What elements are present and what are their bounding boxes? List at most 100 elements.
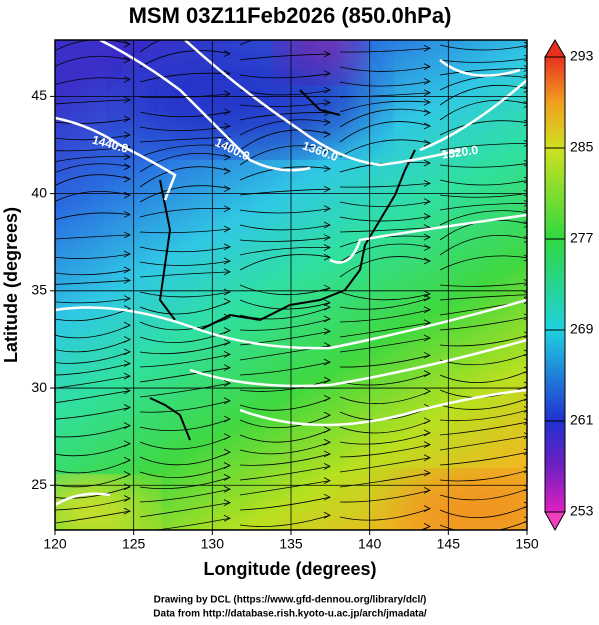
streamline-arrow	[523, 291, 527, 299]
streamline-arrow	[123, 387, 131, 395]
colorbar	[544, 39, 566, 532]
streamline	[239, 453, 331, 466]
streamline-arrow	[123, 56, 131, 64]
streamline-arrow	[323, 130, 331, 138]
streamline-arrow	[523, 406, 527, 413]
streamline-arrow	[223, 514, 231, 522]
streamline-arrow	[323, 234, 331, 241]
streamline-arrow	[323, 86, 331, 94]
streamline-arrow	[423, 78, 431, 85]
streamline-arrow	[123, 266, 131, 274]
streamline-arrow	[323, 303, 331, 311]
streamline-arrow	[223, 397, 231, 405]
streamline	[55, 486, 131, 499]
streamline-arrow	[323, 253, 331, 261]
streamline	[239, 53, 331, 61]
streamline-arrow	[423, 63, 431, 70]
streamline-arrow	[523, 279, 527, 286]
streamline-arrow	[423, 233, 431, 241]
streamline-arrow	[523, 516, 527, 524]
streamline	[339, 472, 431, 488]
streamline	[139, 50, 231, 68]
streamline	[239, 40, 254, 46]
streamline-arrow	[123, 277, 131, 284]
colorbar-scale	[544, 56, 566, 513]
streamline-arrow	[523, 466, 527, 474]
streamline-arrow	[423, 306, 431, 314]
streamline	[339, 337, 431, 353]
streamline	[239, 224, 331, 231]
streamline-arrow	[223, 350, 231, 358]
streamline	[139, 465, 231, 478]
streamline-arrow	[423, 417, 431, 425]
streamline-arrow	[523, 41, 527, 49]
streamline-arrow	[223, 50, 231, 57]
streamline	[55, 253, 131, 259]
streamline-arrow	[223, 205, 231, 213]
streamline-arrow	[123, 321, 131, 329]
streamline-arrow	[423, 334, 431, 342]
streamline-arrow	[323, 328, 331, 335]
streamline-arrow	[323, 376, 331, 384]
streamline-arrow	[523, 432, 527, 439]
streamline-arrow	[523, 366, 527, 374]
streamline-arrow	[523, 394, 527, 402]
streamline-arrow	[223, 462, 231, 469]
streamline-arrow	[323, 438, 331, 446]
streamline	[139, 291, 231, 298]
streamline	[239, 397, 331, 411]
streamline-arrow	[423, 159, 431, 167]
streamline-arrow	[323, 426, 331, 434]
streamline-arrow	[123, 96, 131, 104]
streamline-arrow	[423, 257, 431, 265]
streamline-arrow	[523, 484, 527, 492]
streamline-arrow	[423, 351, 431, 359]
streamline	[55, 190, 131, 202]
streamline	[139, 246, 231, 253]
streamline-arrow	[323, 205, 331, 212]
streamline-arrow	[223, 90, 231, 98]
streamline	[139, 72, 231, 83]
streamline	[139, 144, 231, 158]
streamline-arrow	[223, 379, 231, 387]
x-tick-label: 150	[515, 536, 539, 552]
streamline-arrow	[323, 185, 331, 193]
contour-label: 1320.0	[441, 143, 480, 162]
streamline	[139, 153, 231, 173]
streamline	[55, 459, 131, 474]
streamline-arrow	[223, 122, 231, 130]
streamline-arrow	[323, 477, 331, 485]
y-tick-label: 30	[31, 379, 47, 395]
streamline	[153, 517, 231, 530]
streamline-arrow	[223, 298, 231, 305]
x-tick-label: 140	[358, 536, 382, 552]
streamline-arrow	[223, 364, 231, 372]
streamline	[55, 443, 131, 457]
streamline-arrow	[423, 429, 431, 437]
streamline	[339, 444, 431, 458]
streamline-arrow	[323, 284, 331, 292]
streamline	[55, 298, 131, 304]
streamline-arrow	[523, 236, 527, 243]
streamline-arrow	[323, 315, 331, 323]
streamline-arrow	[523, 501, 527, 509]
streamline	[55, 118, 131, 124]
streamline-arrow	[123, 163, 131, 171]
streamline-arrow	[523, 176, 527, 184]
streamline	[239, 306, 331, 320]
streamline	[55, 99, 131, 105]
streamline	[440, 28, 530, 32]
colorbar-tick-label: 293	[570, 48, 594, 64]
streamline-arrow	[423, 387, 431, 395]
streamline	[239, 254, 331, 271]
plot-frame	[54, 39, 528, 531]
streamline	[339, 215, 431, 222]
streamline-arrow	[123, 231, 131, 239]
streamline-arrow	[323, 70, 331, 77]
streamline	[55, 510, 131, 524]
streamline-arrow	[123, 422, 131, 429]
streamline	[339, 432, 431, 445]
x-axis-label: Longitude (degrees)	[203, 559, 376, 579]
streamline-arrow	[123, 507, 131, 515]
coastline	[149, 89, 416, 441]
